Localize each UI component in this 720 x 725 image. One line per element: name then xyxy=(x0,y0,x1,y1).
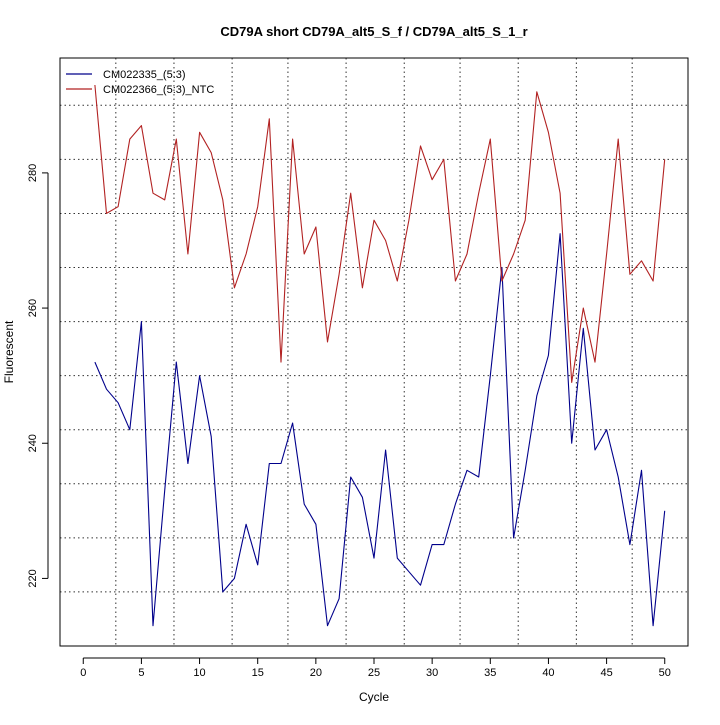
x-tick-label: 50 xyxy=(659,667,671,679)
x-axis-label: Cycle xyxy=(359,690,389,704)
y-tick-label: 280 xyxy=(27,164,39,182)
x-tick-label: 35 xyxy=(484,667,496,679)
y-tick-label: 240 xyxy=(27,434,39,452)
x-tick-label: 5 xyxy=(138,667,144,679)
x-tick-label: 20 xyxy=(310,667,322,679)
grid xyxy=(60,58,688,646)
x-tick-label: 25 xyxy=(368,667,380,679)
x-tick-label: 30 xyxy=(426,667,438,679)
x-tick-label: 40 xyxy=(542,667,554,679)
legend-label-2: CM022366_(5:3)_NTC xyxy=(103,84,214,96)
x-tick-label: 0 xyxy=(80,667,86,679)
series-line-1 xyxy=(94,233,666,627)
series-layer xyxy=(94,84,666,627)
x-tick-label: 45 xyxy=(600,667,612,679)
x-tick-label: 10 xyxy=(193,667,205,679)
series-line-2 xyxy=(94,84,666,383)
chart-title: CD79A short CD79A_alt5_S_f / CD79A_alt5_… xyxy=(220,24,527,39)
y-axis-label: Fluorescent xyxy=(2,320,16,383)
y-tick-label: 220 xyxy=(27,569,39,587)
y-tick-label: 260 xyxy=(27,299,39,317)
plot-frame xyxy=(59,57,689,647)
x-tick-label: 15 xyxy=(252,667,264,679)
legend-label-1: CM022335_(5:3) xyxy=(103,69,186,81)
legend: CM022335_(5:3) CM022366_(5:3)_NTC xyxy=(66,69,214,96)
axes: 0 5 10 15 20 25 30 35 40 45 50 220 240 260 280 xyxy=(27,164,671,679)
